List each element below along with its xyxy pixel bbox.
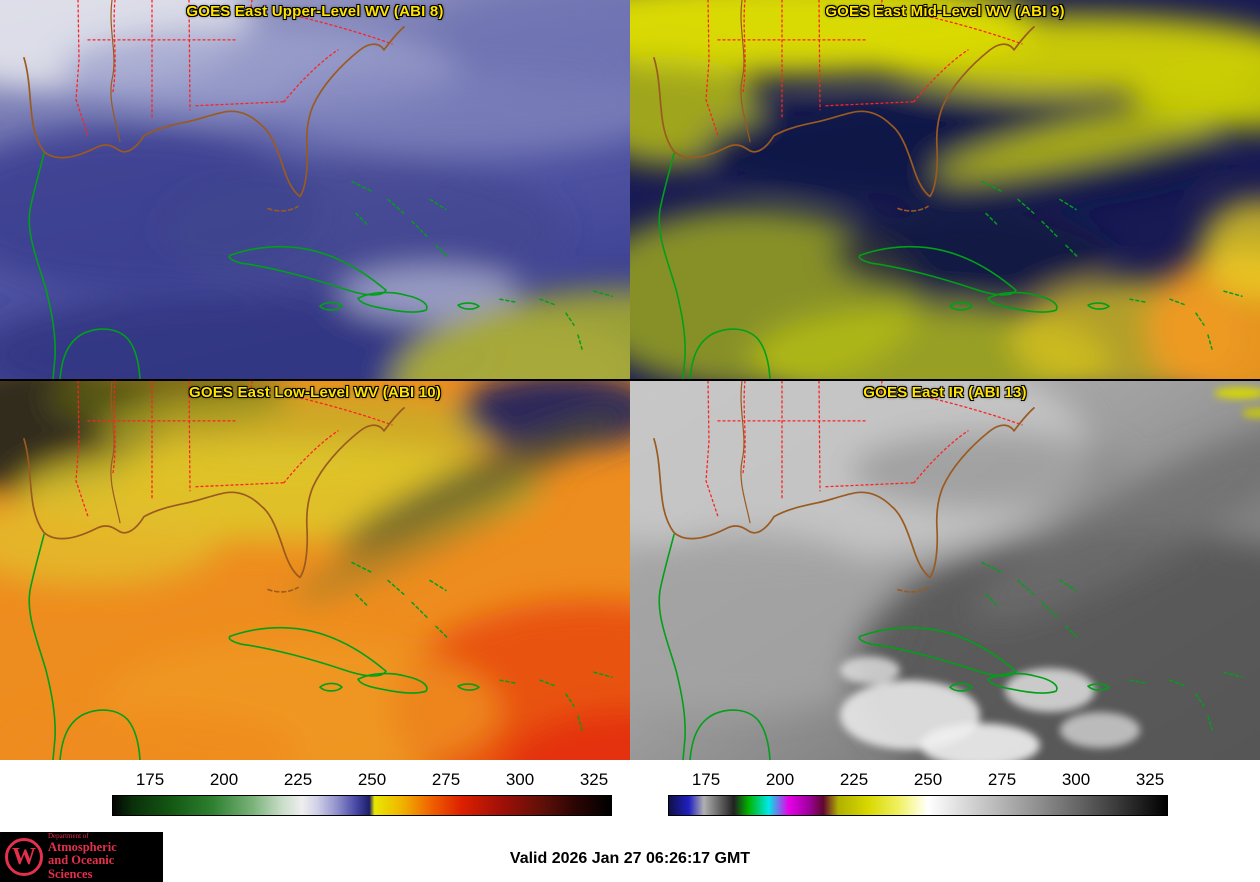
- tick-label: 275: [431, 770, 461, 789]
- tick-label: 225: [839, 770, 869, 789]
- colorbar-block-wv: 175 200 225 250 275 300 325: [0, 760, 630, 830]
- footer: Valid 2026 Jan 27 06:26:17 GMT W Departm…: [0, 830, 1260, 882]
- colorbar-wv: [112, 795, 612, 816]
- panel-ir: GOES East IR (ABI 13): [630, 381, 1260, 760]
- tick-label: 300: [505, 770, 535, 789]
- tick-label: 250: [357, 770, 387, 789]
- tick-label: 175: [691, 770, 721, 789]
- tick-label: 250: [913, 770, 943, 789]
- satellite-image-mid-wv: [630, 0, 1260, 379]
- colorbar-row: 175 200 225 250 275 300 325 175 200 225 …: [0, 760, 1260, 830]
- uw-crest-icon: W: [5, 838, 43, 876]
- satellite-image-low-wv: [0, 381, 630, 760]
- logo-dept-line: Department of: [48, 831, 89, 840]
- colorbar-ir: [668, 795, 1168, 816]
- satellite-panel-grid: GOES East Upper-Level WV (ABI 8) GOES Ea: [0, 0, 1260, 760]
- tick-label: 175: [135, 770, 165, 789]
- tick-label: 200: [209, 770, 239, 789]
- panel-mid-level-wv: GOES East Mid-Level WV (ABI 9): [630, 0, 1260, 379]
- colorbar-wv-ticks: 175 200 225 250 275 300 325: [112, 770, 612, 792]
- colorbar-ir-ticks: 175 200 225 250 275 300 325: [668, 770, 1168, 792]
- tick-label: 300: [1061, 770, 1091, 789]
- tick-label: 325: [1135, 770, 1165, 789]
- tick-label: 275: [987, 770, 1017, 789]
- panel-upper-level-wv: GOES East Upper-Level WV (ABI 8): [0, 0, 630, 379]
- satellite-image-upper-wv: [0, 0, 630, 379]
- logo-name-line1: Atmospheric: [48, 839, 117, 854]
- satellite-image-ir: [630, 381, 1260, 760]
- tick-label: 200: [765, 770, 795, 789]
- logo-name-line2: and Oceanic Sciences: [48, 853, 115, 881]
- uw-aos-logo: W Department of Atmospheric and Oceanic …: [0, 832, 163, 882]
- panel-low-level-wv: GOES East Low-Level WV (ABI 10): [0, 381, 630, 760]
- logo-text: Department of Atmospheric and Oceanic Sc…: [48, 831, 158, 881]
- tick-label: 225: [283, 770, 313, 789]
- colorbar-block-ir: 175 200 225 250 275 300 325: [630, 760, 1260, 830]
- tick-label: 325: [579, 770, 609, 789]
- valid-time: Valid 2026 Jan 27 06:26:17 GMT: [509, 850, 751, 867]
